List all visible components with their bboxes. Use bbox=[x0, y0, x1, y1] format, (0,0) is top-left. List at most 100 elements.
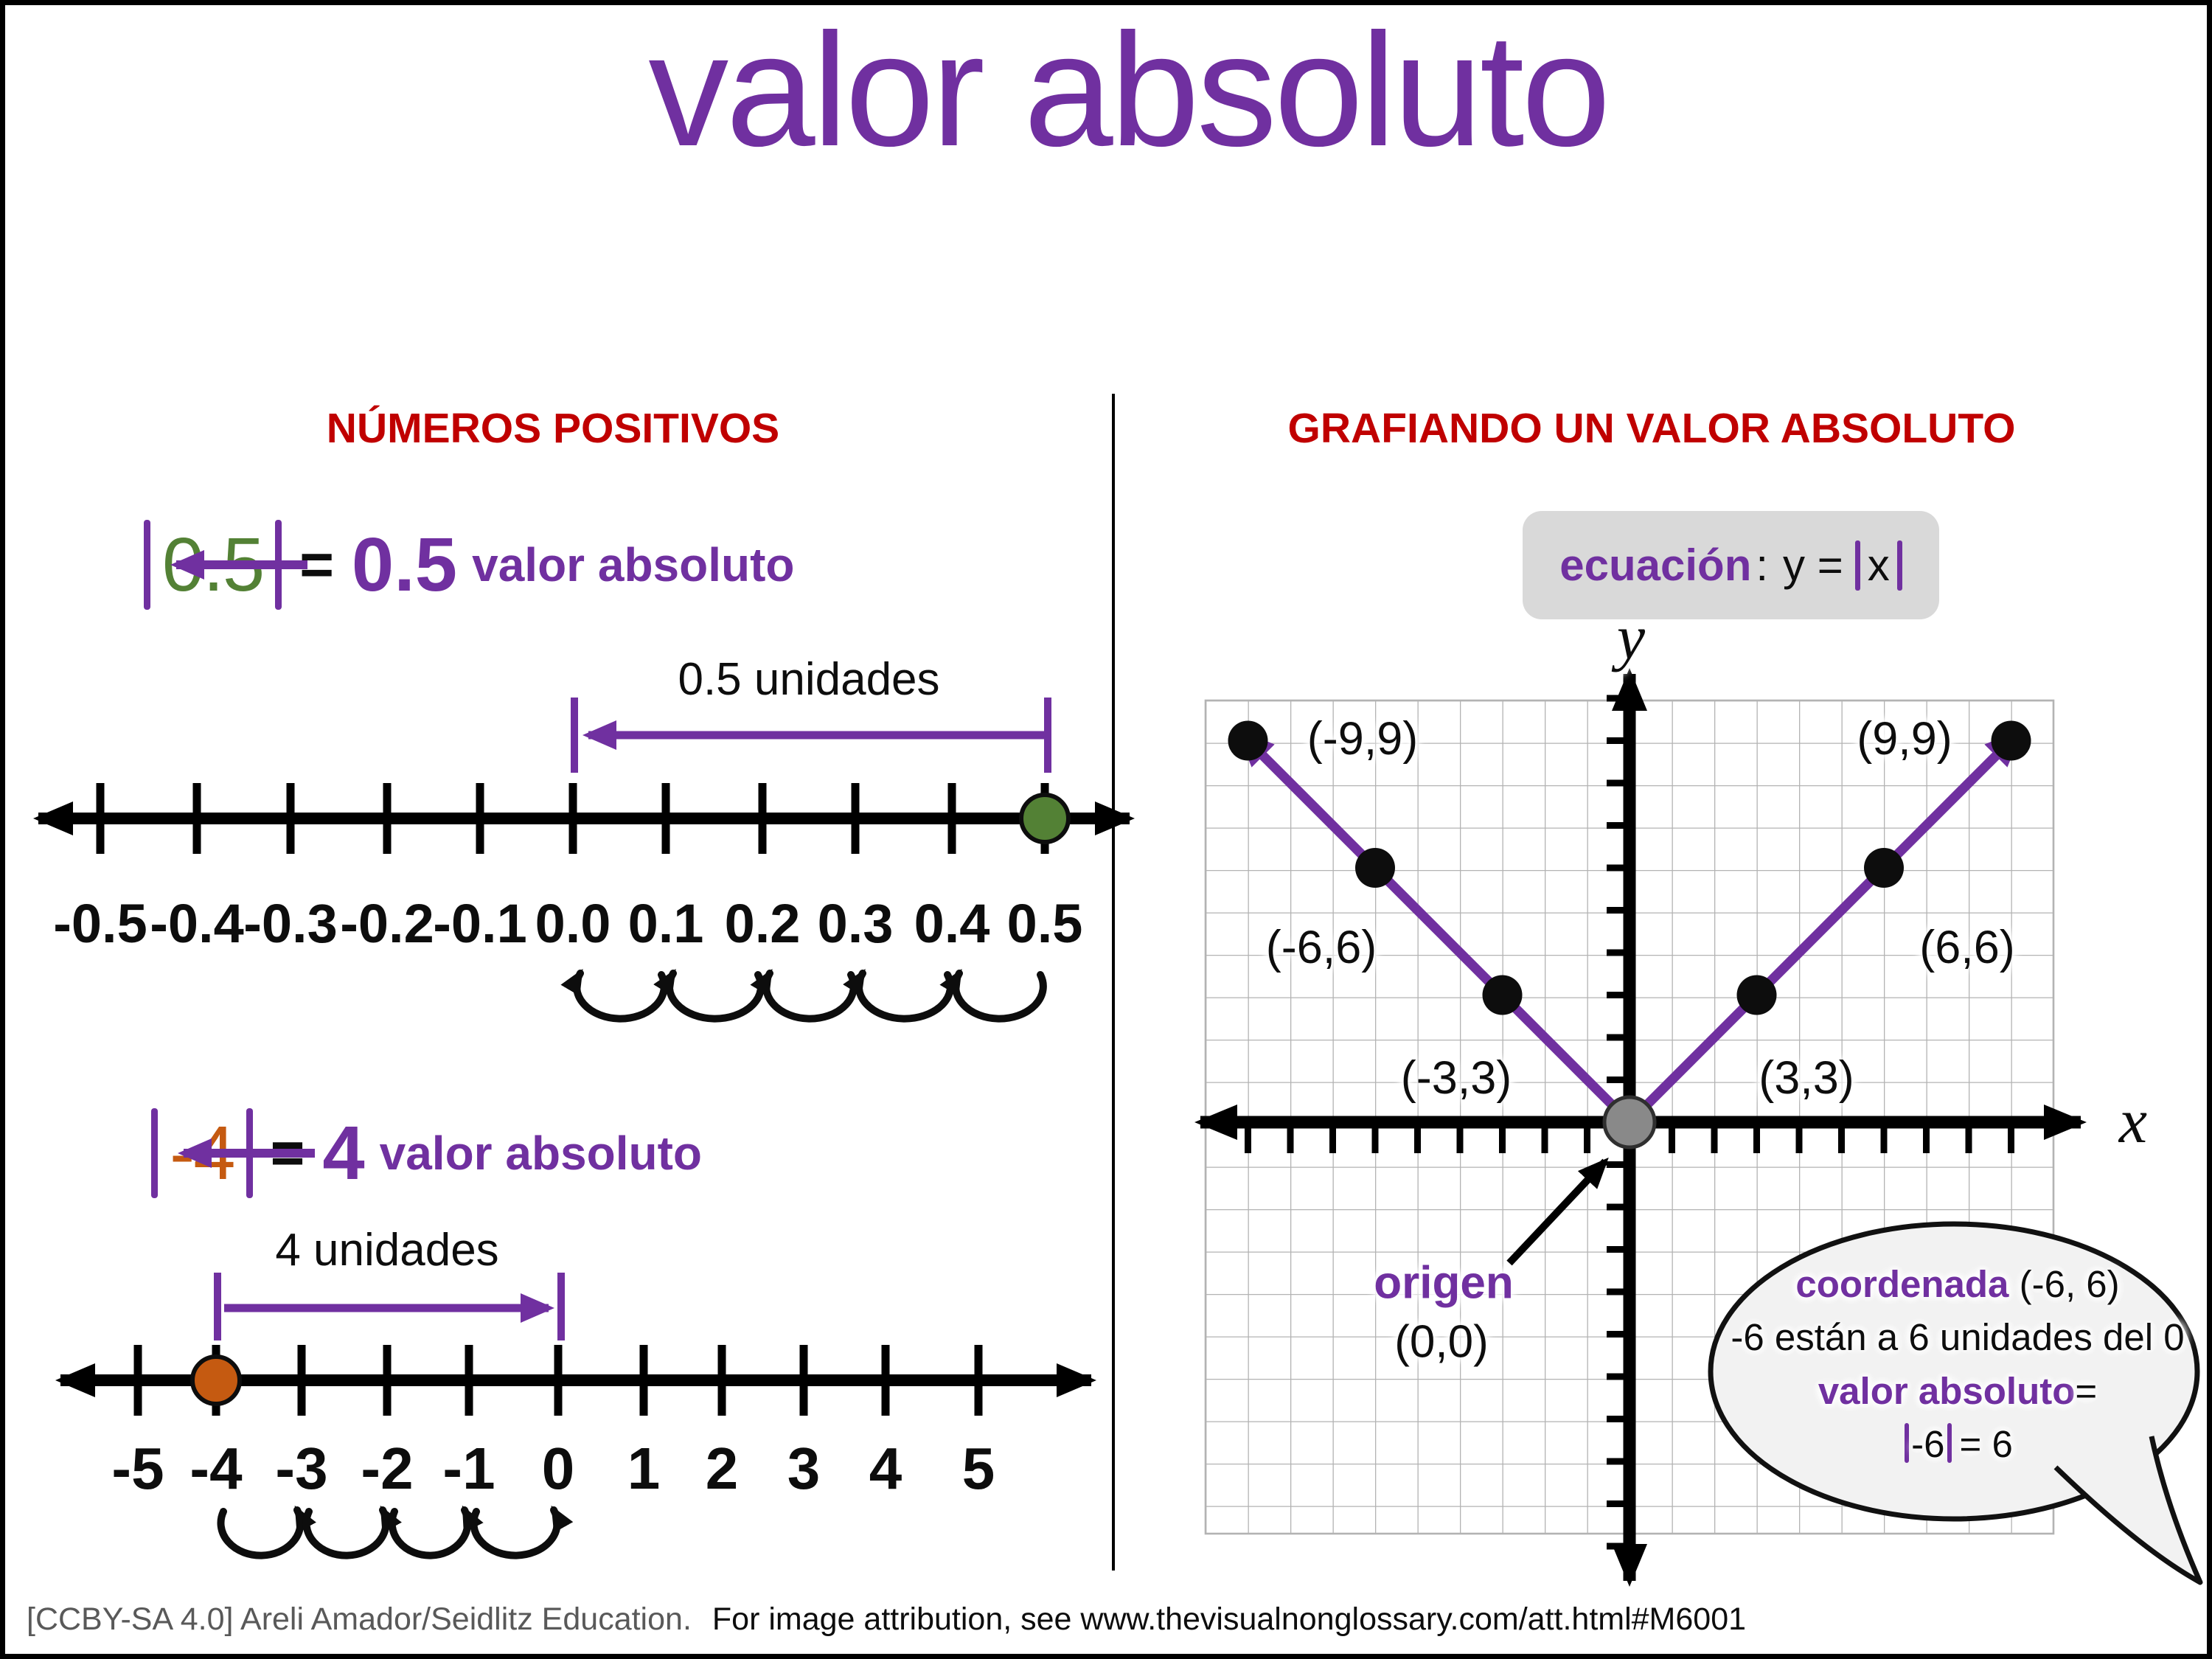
graph-line-right-branch bbox=[1626, 728, 2023, 1126]
tick-label: 0.3 bbox=[817, 893, 894, 954]
callout-line-1: coordenada (-6, 6) bbox=[1718, 1258, 2197, 1311]
tick-label: -1 bbox=[442, 1436, 495, 1501]
tick-label: 0.1 bbox=[627, 893, 704, 954]
abs-bar-icon bbox=[1905, 1423, 1910, 1464]
tick-label-zero: 0.0 bbox=[535, 893, 611, 954]
origin-label: origen bbox=[1374, 1257, 1514, 1309]
point-dot-neg9-9 bbox=[1228, 720, 1268, 761]
tick-label: -0.2 bbox=[340, 893, 434, 954]
tick-label: 4 bbox=[869, 1436, 902, 1501]
abs-bar-icon bbox=[1947, 1423, 1952, 1464]
tick-label-target: -4 bbox=[189, 1436, 243, 1501]
column-divider bbox=[1112, 394, 1115, 1571]
tick-label: 3 bbox=[787, 1436, 821, 1501]
hop-arrow bbox=[560, 968, 668, 1023]
abs-result-value: 4 bbox=[322, 1110, 365, 1195]
callout-text: coordenada (-6, 6) -6 están a 6 unidades… bbox=[1718, 1258, 2197, 1472]
tick-label-target: 0.5 bbox=[1006, 893, 1083, 954]
callout-bubble-body bbox=[1708, 1221, 2200, 1522]
distance-label-decimal: 0.5 unidades bbox=[678, 654, 940, 705]
point-dot-9-9 bbox=[1991, 720, 2031, 761]
left-arrow-icon bbox=[178, 1138, 315, 1168]
hop-arrows-negative bbox=[217, 1505, 574, 1559]
origin-pointer-arrow bbox=[1506, 1157, 1609, 1266]
point-dot-neg3-3 bbox=[1482, 975, 1523, 1015]
tick-label: 1 bbox=[627, 1436, 661, 1501]
valor-absoluto-label: valor absoluto bbox=[472, 538, 795, 591]
tick-label: -3 bbox=[275, 1436, 328, 1501]
hop-arrow bbox=[653, 969, 765, 1023]
tick-label: -0.4 bbox=[150, 893, 244, 954]
callout-equals: = bbox=[2075, 1369, 2098, 1412]
expression-abs-decimal: 0.5 = 0.5 valor absoluto bbox=[144, 515, 795, 615]
callout-bubble-tail bbox=[2053, 1436, 2203, 1585]
heading-grafiando: GRAFIANDO UN VALOR ABSOLUTO bbox=[1287, 405, 2016, 452]
abs-result-value: 0.5 bbox=[351, 522, 458, 607]
point-dot-neg4 bbox=[190, 1354, 242, 1406]
abs-bar-icon bbox=[151, 1108, 158, 1198]
point-label-neg9-9: (-9,9) bbox=[1307, 713, 1419, 765]
point-dot-3-3 bbox=[1736, 975, 1777, 1015]
equation-box: ecuación: y = x bbox=[1523, 511, 1939, 619]
tick-label: 0.2 bbox=[724, 893, 801, 954]
number-line-negative bbox=[55, 1345, 1096, 1416]
tick-label: 2 bbox=[705, 1436, 739, 1501]
callout-line-3: valor absoluto= bbox=[1718, 1365, 2197, 1418]
callout-line-2: -6 están a 6 unidades del 0 bbox=[1731, 1316, 2185, 1359]
abs-bar-icon bbox=[1896, 540, 1902, 591]
license-text: [CCBY-SA 4.0] Areli Amador/Seidlitz Educ… bbox=[27, 1601, 692, 1637]
point-label-9-9: (9,9) bbox=[1857, 713, 1952, 765]
attribution-footer: [CCBY-SA 4.0] Areli Amador/Seidlitz Educ… bbox=[27, 1601, 1746, 1638]
measure-arrow-decimal bbox=[571, 698, 1051, 773]
callout-abs-value: -6 bbox=[1911, 1423, 1945, 1466]
equation-separator: : bbox=[1756, 540, 1769, 590]
y-axis-label: y bbox=[1616, 602, 1646, 672]
point-label-neg3-3: (-3,3) bbox=[1400, 1052, 1512, 1104]
graph-line-left-branch bbox=[1236, 728, 1633, 1126]
tick-label: 0.4 bbox=[914, 893, 990, 954]
distance-label-negative: 4 unidades bbox=[275, 1225, 499, 1276]
point-dot-0-5 bbox=[1019, 793, 1071, 844]
callout-abs-result: = 6 bbox=[1959, 1423, 2013, 1466]
callout-coordinate: (-6, 6) bbox=[2008, 1263, 2120, 1305]
hop-arrow bbox=[939, 968, 1047, 1023]
tick-label: -0.1 bbox=[433, 893, 527, 954]
tick-label: -0.5 bbox=[53, 893, 147, 954]
hop-arrow bbox=[388, 1505, 484, 1559]
callout-keyword: valor absoluto bbox=[1818, 1369, 2076, 1412]
callout-bubble bbox=[1708, 1221, 2203, 1585]
point-label-3-3: (3,3) bbox=[1759, 1052, 1854, 1104]
measure-arrow-negative bbox=[214, 1273, 565, 1340]
heading-numeros-positivos: NÚMEROS POSITIVOS bbox=[326, 405, 780, 452]
point-label-neg6-6: (-6,6) bbox=[1265, 922, 1377, 973]
hop-arrow bbox=[217, 1505, 316, 1559]
tick-label: -2 bbox=[361, 1436, 414, 1501]
expression-abs-negative: -4 = 4 valor absoluto bbox=[151, 1103, 702, 1203]
point-dot-neg6-6 bbox=[1355, 848, 1395, 888]
equation-variable: x bbox=[1867, 540, 1890, 590]
origin-coordinates: (0,0) bbox=[1394, 1316, 1489, 1368]
tick-label-zero: 0 bbox=[541, 1436, 575, 1501]
x-axis-label: x bbox=[2118, 1085, 2148, 1156]
equation-prefix: y = bbox=[1783, 540, 1843, 590]
callout-keyword: coordenada bbox=[1795, 1263, 2009, 1305]
origin-dot bbox=[1602, 1095, 1657, 1150]
equation-keyword: ecuación bbox=[1559, 540, 1752, 590]
hop-arrow bbox=[750, 968, 858, 1023]
hop-arrow bbox=[470, 1505, 574, 1559]
attribution-text: For image attribution, see www.thevisual… bbox=[712, 1601, 1747, 1637]
left-arrow-icon bbox=[170, 550, 307, 580]
tick-label: -5 bbox=[111, 1436, 164, 1501]
callout-line-4: -6 = 6 bbox=[1718, 1418, 2197, 1471]
hop-arrow bbox=[843, 969, 954, 1023]
point-dot-6-6 bbox=[1864, 848, 1904, 888]
abs-bar-icon bbox=[1854, 540, 1860, 591]
point-label-6-6: (6,6) bbox=[1919, 922, 2015, 973]
tick-label: -0.3 bbox=[243, 893, 338, 954]
tick-label: 5 bbox=[961, 1436, 995, 1501]
hop-arrows-decimal bbox=[560, 968, 1047, 1023]
number-line-decimal bbox=[33, 783, 1135, 854]
page-title: valor absoluto bbox=[648, 1, 1610, 180]
abs-bar-icon bbox=[144, 520, 150, 610]
